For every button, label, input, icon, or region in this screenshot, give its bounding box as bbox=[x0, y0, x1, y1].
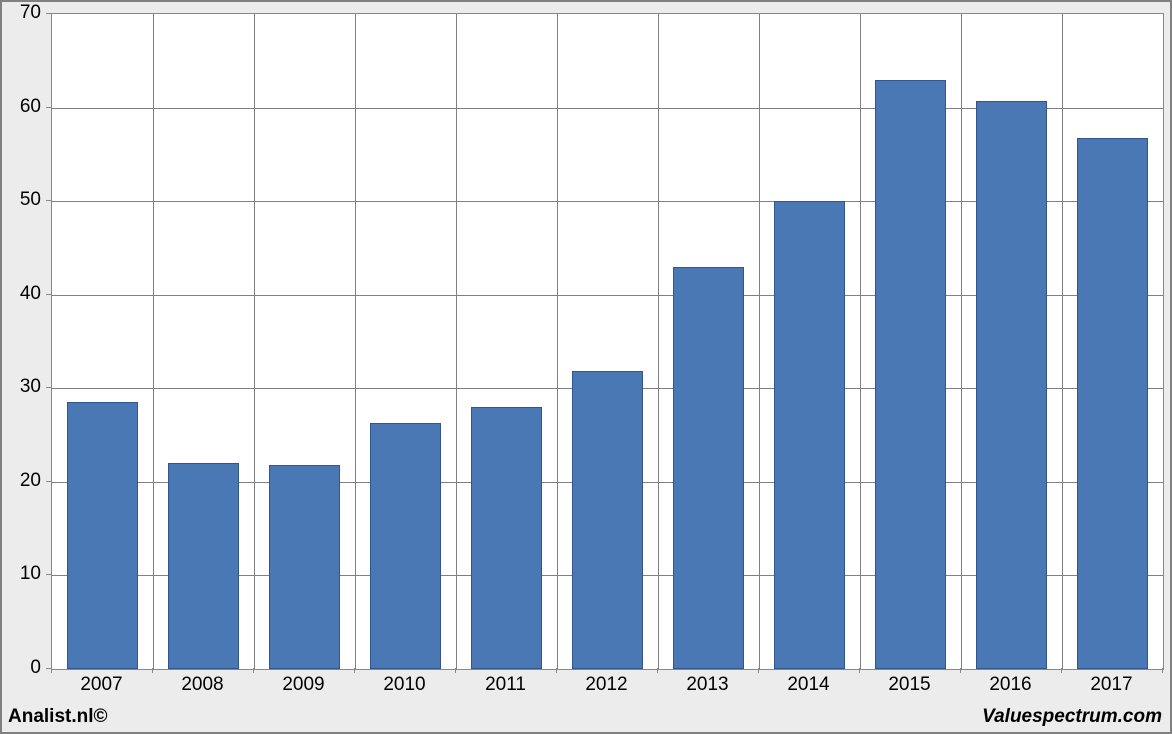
bar bbox=[976, 101, 1047, 669]
y-axis-label: 30 bbox=[7, 376, 41, 398]
plot-area bbox=[51, 13, 1164, 670]
y-axis-label: 20 bbox=[7, 470, 41, 492]
bar bbox=[370, 423, 441, 669]
y-axis-label: 50 bbox=[7, 189, 41, 211]
chart-area: 0102030405060702007200820092010201120122… bbox=[7, 7, 1165, 698]
y-tick bbox=[46, 387, 51, 388]
footer-right-credit: Valuespectrum.com bbox=[982, 706, 1162, 728]
bar bbox=[774, 201, 845, 669]
bar bbox=[168, 463, 239, 669]
gridline-vertical bbox=[759, 14, 760, 669]
x-axis-label: 2015 bbox=[888, 674, 930, 696]
x-axis-label: 2011 bbox=[485, 674, 526, 696]
x-tick bbox=[253, 668, 254, 673]
bar bbox=[67, 402, 138, 669]
x-axis-label: 2014 bbox=[787, 674, 829, 696]
gridline-vertical bbox=[557, 14, 558, 669]
x-axis-label: 2010 bbox=[383, 674, 425, 696]
gridline-vertical bbox=[860, 14, 861, 669]
y-tick bbox=[46, 107, 51, 108]
x-axis-label: 2008 bbox=[181, 674, 223, 696]
x-axis-label: 2007 bbox=[80, 674, 122, 696]
y-axis-label: 10 bbox=[7, 563, 41, 585]
x-tick bbox=[1162, 668, 1163, 673]
x-tick bbox=[51, 668, 52, 673]
bar bbox=[572, 371, 643, 669]
footer-left-credit: Analist.nl© bbox=[8, 706, 108, 728]
y-axis-label: 0 bbox=[7, 657, 41, 679]
gridline-vertical bbox=[961, 14, 962, 669]
gridline-vertical bbox=[456, 14, 457, 669]
x-tick bbox=[859, 668, 860, 673]
bar bbox=[875, 80, 946, 670]
y-tick bbox=[46, 200, 51, 201]
gridline-vertical bbox=[658, 14, 659, 669]
x-axis-label: 2013 bbox=[686, 674, 728, 696]
x-axis-label: 2009 bbox=[282, 674, 324, 696]
x-tick bbox=[455, 668, 456, 673]
gridline-vertical bbox=[1062, 14, 1063, 669]
x-axis-label: 2016 bbox=[989, 674, 1031, 696]
y-tick bbox=[46, 574, 51, 575]
x-tick bbox=[758, 668, 759, 673]
x-tick bbox=[152, 668, 153, 673]
chart-frame: 0 10 20 30 40 50 60 70 2007 2008 2009 2010 2011 2012 2… bbox=[0, 0, 1172, 734]
y-tick bbox=[46, 13, 51, 14]
y-axis-label: 70 bbox=[7, 2, 41, 24]
y-axis-label: 40 bbox=[7, 283, 41, 305]
x-tick bbox=[1061, 668, 1062, 673]
x-axis-label: 2012 bbox=[585, 674, 627, 696]
gridline-vertical bbox=[254, 14, 255, 669]
x-tick bbox=[556, 668, 557, 673]
bar bbox=[269, 465, 340, 669]
y-tick bbox=[46, 481, 51, 482]
bar bbox=[673, 267, 744, 669]
x-tick bbox=[354, 668, 355, 673]
bar bbox=[1077, 138, 1148, 669]
gridline-vertical bbox=[355, 14, 356, 669]
y-axis-label: 60 bbox=[7, 96, 41, 118]
x-axis-label: 2017 bbox=[1090, 674, 1132, 696]
gridline-vertical bbox=[153, 14, 154, 669]
y-tick bbox=[46, 294, 51, 295]
x-tick bbox=[960, 668, 961, 673]
bar bbox=[471, 407, 542, 669]
x-tick bbox=[657, 668, 658, 673]
